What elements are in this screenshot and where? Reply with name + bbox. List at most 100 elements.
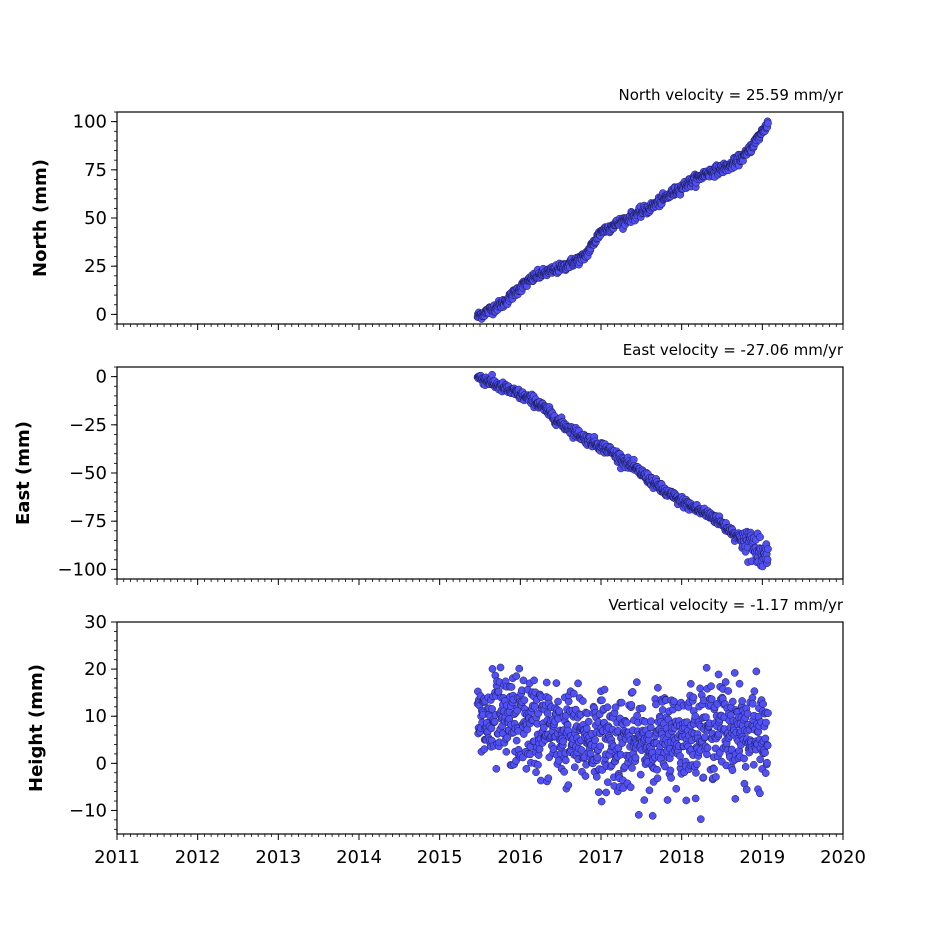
data-point — [519, 676, 528, 685]
data-point — [640, 796, 649, 804]
data-point — [520, 696, 529, 705]
data-point — [714, 670, 723, 679]
data-point — [626, 783, 635, 792]
data-point — [598, 696, 606, 705]
data-point — [634, 810, 643, 819]
height-ylabel: Height (mm) — [26, 664, 47, 792]
data-point — [611, 703, 620, 712]
y-tick-label: 20 — [84, 659, 107, 680]
east-ticks: 0 −25 −50 −75 −100 — [58, 366, 844, 585]
data-point — [561, 756, 570, 765]
data-point — [647, 717, 655, 726]
y-tick-label: −100 — [58, 559, 107, 580]
data-point — [749, 760, 758, 769]
data-point — [592, 773, 601, 781]
y-tick-label: 0 — [96, 753, 107, 774]
data-point — [633, 711, 642, 720]
y-tick-label: 30 — [84, 612, 107, 633]
height-ticks: 2011 2012 2013 2014 2015 2016 2017 2018 2019 2020… — [69, 612, 866, 868]
data-point — [581, 772, 590, 780]
panel-height: Vertical velocity = -1.17 mm/yr Height (… — [26, 596, 866, 868]
data-point — [492, 764, 501, 773]
data-point — [542, 678, 551, 687]
data-point — [761, 748, 769, 757]
data-point — [756, 789, 764, 798]
x-tick-label: 2013 — [255, 847, 301, 868]
data-point — [631, 753, 640, 762]
y-tick-label: 0 — [96, 304, 107, 325]
data-point — [502, 747, 511, 756]
data-point — [728, 766, 737, 775]
data-point — [743, 709, 752, 718]
x-tick-label: 2011 — [94, 847, 140, 868]
y-tick-label: 100 — [73, 112, 107, 133]
data-point — [696, 684, 704, 693]
data-point — [555, 707, 564, 715]
data-point — [653, 765, 662, 774]
data-point — [763, 555, 772, 564]
north-axes-frame — [116, 111, 844, 325]
data-point — [742, 785, 751, 794]
east-points — [473, 370, 772, 571]
data-point — [763, 758, 771, 767]
height-axes-frame — [116, 621, 844, 835]
data-point — [539, 723, 548, 732]
east-velocity-label: East velocity = -27.06 mm/yr — [623, 341, 844, 359]
data-point — [490, 717, 499, 726]
y-tick-label: −25 — [69, 415, 107, 436]
data-point — [762, 718, 770, 727]
east-ylabel: East (mm) — [13, 421, 34, 525]
data-point — [543, 709, 552, 718]
data-point — [512, 736, 521, 745]
data-point — [594, 788, 603, 797]
data-point — [752, 667, 761, 676]
data-point — [569, 689, 578, 698]
data-point — [648, 812, 657, 820]
data-point — [728, 697, 737, 706]
data-point — [696, 815, 705, 824]
data-point — [530, 702, 539, 711]
data-point — [693, 760, 701, 768]
data-point — [600, 685, 609, 694]
height-points — [473, 663, 772, 824]
data-point — [691, 794, 700, 803]
east-axes-frame — [116, 366, 844, 580]
x-tick-label: 2016 — [497, 847, 543, 868]
data-point — [676, 752, 684, 761]
data-point — [522, 764, 531, 773]
data-point — [603, 703, 612, 712]
data-point — [515, 664, 524, 673]
data-point — [756, 755, 765, 764]
data-point — [584, 717, 593, 726]
data-point — [602, 788, 610, 797]
data-point — [488, 665, 497, 673]
data-point — [653, 683, 662, 692]
data-point — [496, 663, 505, 672]
data-point — [759, 700, 767, 708]
data-point — [703, 750, 711, 759]
data-point — [764, 709, 772, 717]
y-tick-label: 25 — [84, 256, 107, 277]
data-point — [534, 761, 542, 769]
x-tick-label: 2020 — [820, 847, 866, 868]
data-point — [666, 766, 675, 775]
data-point — [689, 693, 698, 702]
data-point — [622, 718, 631, 727]
data-point — [512, 672, 521, 680]
x-tick-label: 2012 — [175, 847, 221, 868]
north-velocity-label: North velocity = 25.59 mm/yr — [619, 86, 844, 104]
data-point — [691, 712, 700, 721]
data-point — [596, 742, 605, 751]
data-point — [530, 676, 538, 685]
data-point — [692, 769, 700, 777]
data-point — [764, 119, 772, 128]
data-point — [636, 770, 645, 779]
data-point — [702, 713, 710, 722]
data-point — [559, 737, 568, 746]
data-point — [560, 768, 569, 776]
y-tick-label: −50 — [69, 463, 107, 484]
data-point — [738, 697, 746, 705]
data-point — [707, 682, 715, 691]
data-point — [682, 796, 691, 805]
data-point — [761, 734, 770, 743]
